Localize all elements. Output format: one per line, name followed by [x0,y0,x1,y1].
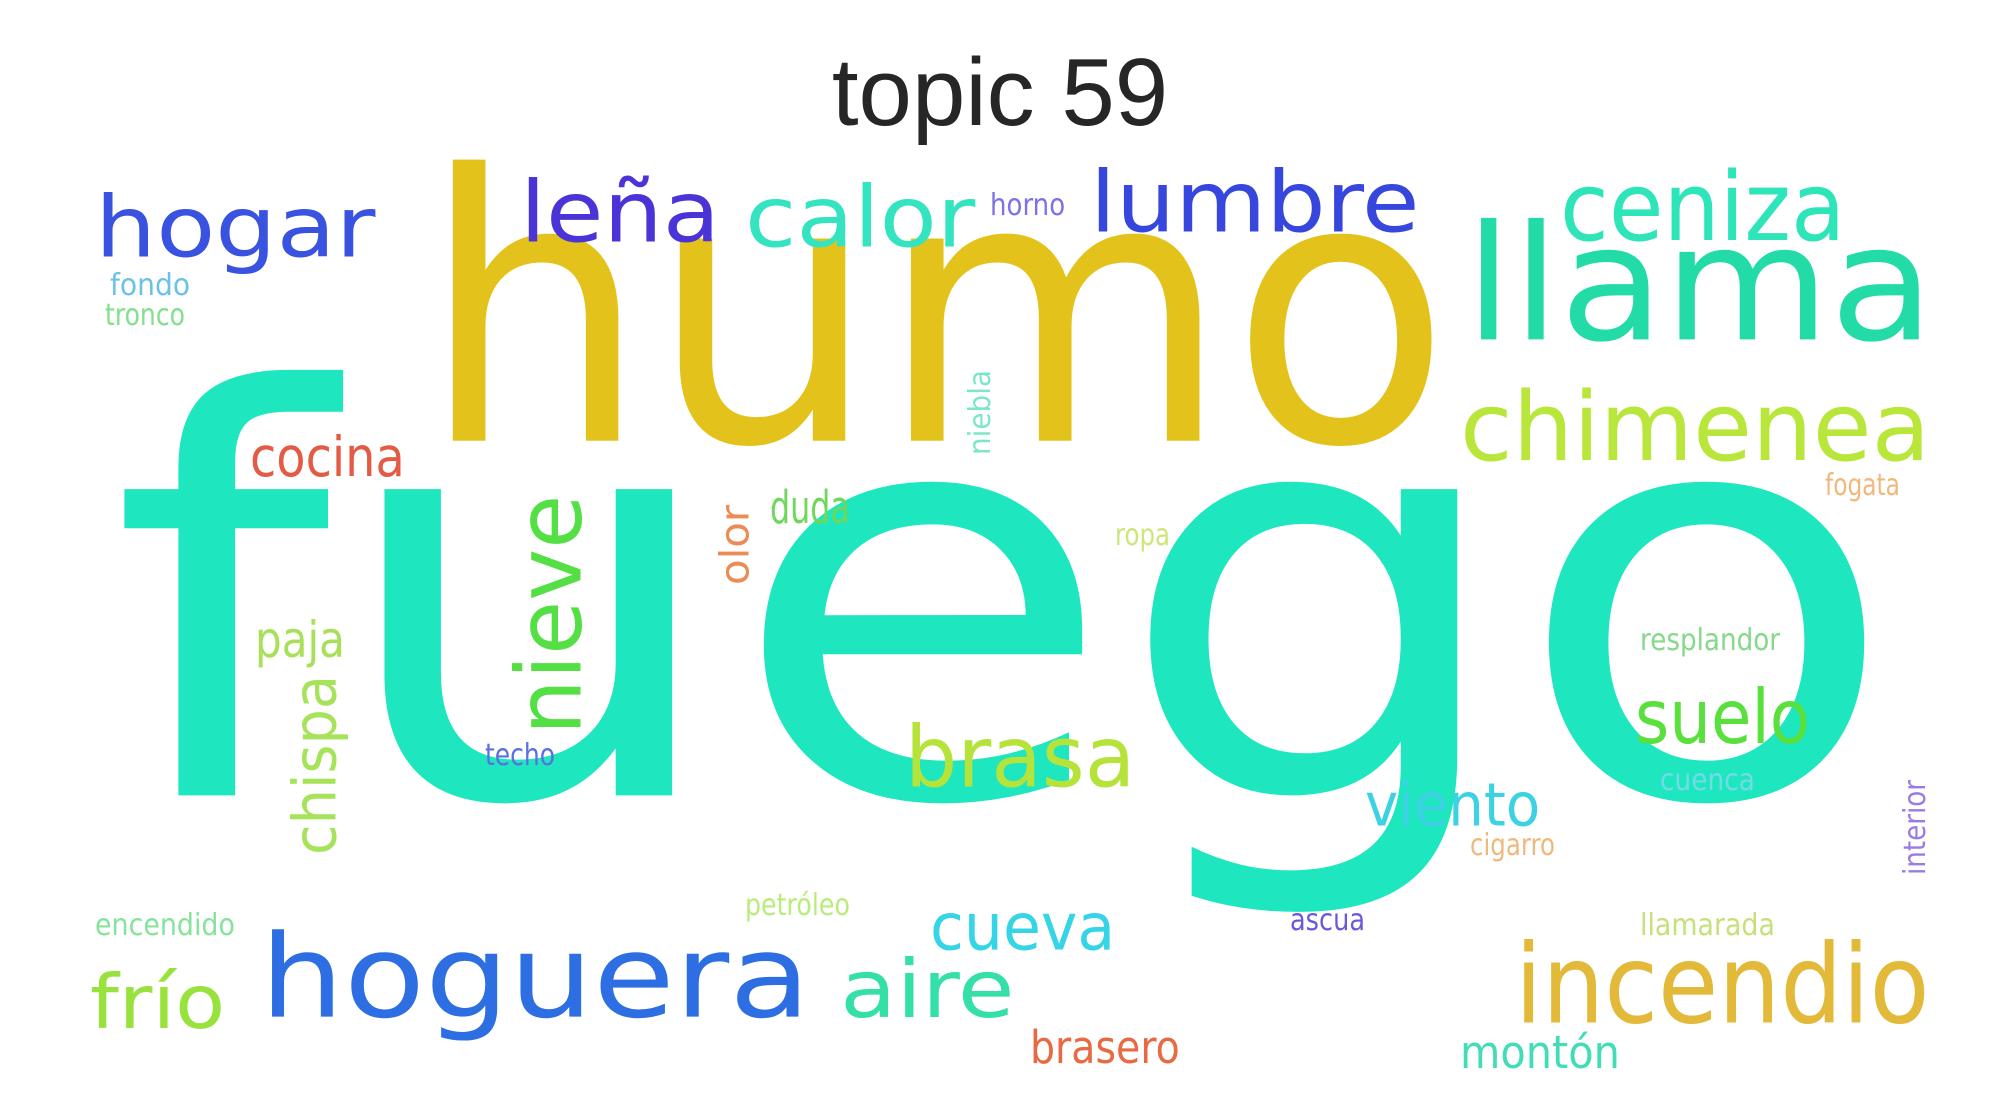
word-32: resplandor [1640,622,1781,658]
word-24: montón [1460,1025,1620,1079]
word-10: chimenea [1460,371,1931,483]
word-1: fuego [110,274,1899,930]
word-38: petróleo [745,887,850,923]
word-7: calor [745,167,976,267]
word-15: aire [840,942,1015,1037]
word-26: niebla [962,369,998,455]
word-29: tronco [105,297,185,333]
word-22: olor [711,504,759,585]
word-3: llama [1465,190,1935,378]
word-2: humo [420,96,1452,530]
word-40: llamarada [1640,907,1775,943]
word-30: fogata [1825,467,1900,503]
word-9: ceniza [1560,151,1846,263]
word-37: encendido [95,907,235,943]
word-25: duda [770,480,850,534]
word-6: leña [520,162,720,262]
word-8: lumbre [1090,152,1420,252]
word-28: fondo [110,267,191,303]
word-23: brasero [1030,1020,1180,1074]
word-4: hoguera [260,909,811,1045]
word-5: hogar [95,177,376,277]
word-27: horno [990,187,1066,223]
word-31: ropa [1115,517,1170,553]
word-18: viento [1365,769,1541,840]
word-14: suelo [1635,673,1810,761]
word-34: cuenca [1660,762,1755,798]
cloud-title: topic 59 [831,39,1169,146]
word-19: cocina [250,425,405,490]
word-12: brasa [905,707,1136,807]
word-20: chispa [279,675,350,855]
word-35: cigarro [1470,827,1555,863]
word-39: ascua [1290,902,1366,938]
word-17: cueva [930,889,1116,966]
word-21: paja [255,610,345,669]
word-11: incendio [1515,920,1930,1049]
word-36: interior [1897,779,1933,875]
word-16: frío [90,958,226,1046]
word-33: techo [485,737,556,773]
word-13: nieve [496,494,603,735]
